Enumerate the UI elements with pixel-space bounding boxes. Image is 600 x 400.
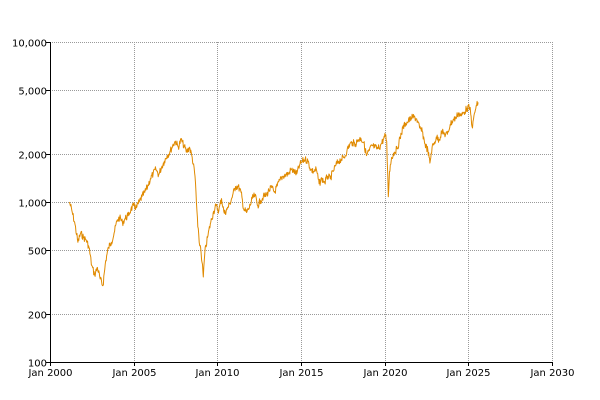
y-tick-label: 2,000: [18, 151, 47, 162]
x-tick-label: Jan 2005: [111, 368, 156, 379]
x-tick-label: Jan 2000: [27, 368, 72, 379]
y-tick-label: 200: [28, 311, 47, 322]
axes: [46, 42, 553, 366]
series-line: [69, 100, 479, 287]
grid-lines: [50, 42, 553, 363]
x-tick-label: Jan 2030: [529, 368, 574, 379]
x-tick-label: Jan 2020: [362, 368, 407, 379]
series-layer: [69, 100, 479, 287]
tick-labels: Jan 2000 Jan 2005 Jan 2010 Jan 2015 Jan 2020…: [12, 39, 575, 380]
y-tick-label: 5,000: [18, 87, 47, 98]
y-tick-label: 1,000: [18, 199, 47, 210]
y-tick-label: 500: [28, 247, 47, 258]
y-tick-label: 10,000: [12, 39, 47, 50]
y-tick-label: 100: [28, 359, 47, 370]
x-tick-label: Jan 2015: [278, 368, 323, 379]
x-tick-label: Jan 2010: [194, 368, 239, 379]
x-tick-label: Jan 2025: [445, 368, 490, 379]
